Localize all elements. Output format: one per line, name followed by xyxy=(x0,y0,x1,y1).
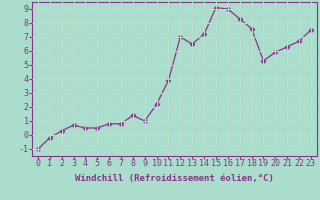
X-axis label: Windchill (Refroidissement éolien,°C): Windchill (Refroidissement éolien,°C) xyxy=(75,174,274,183)
